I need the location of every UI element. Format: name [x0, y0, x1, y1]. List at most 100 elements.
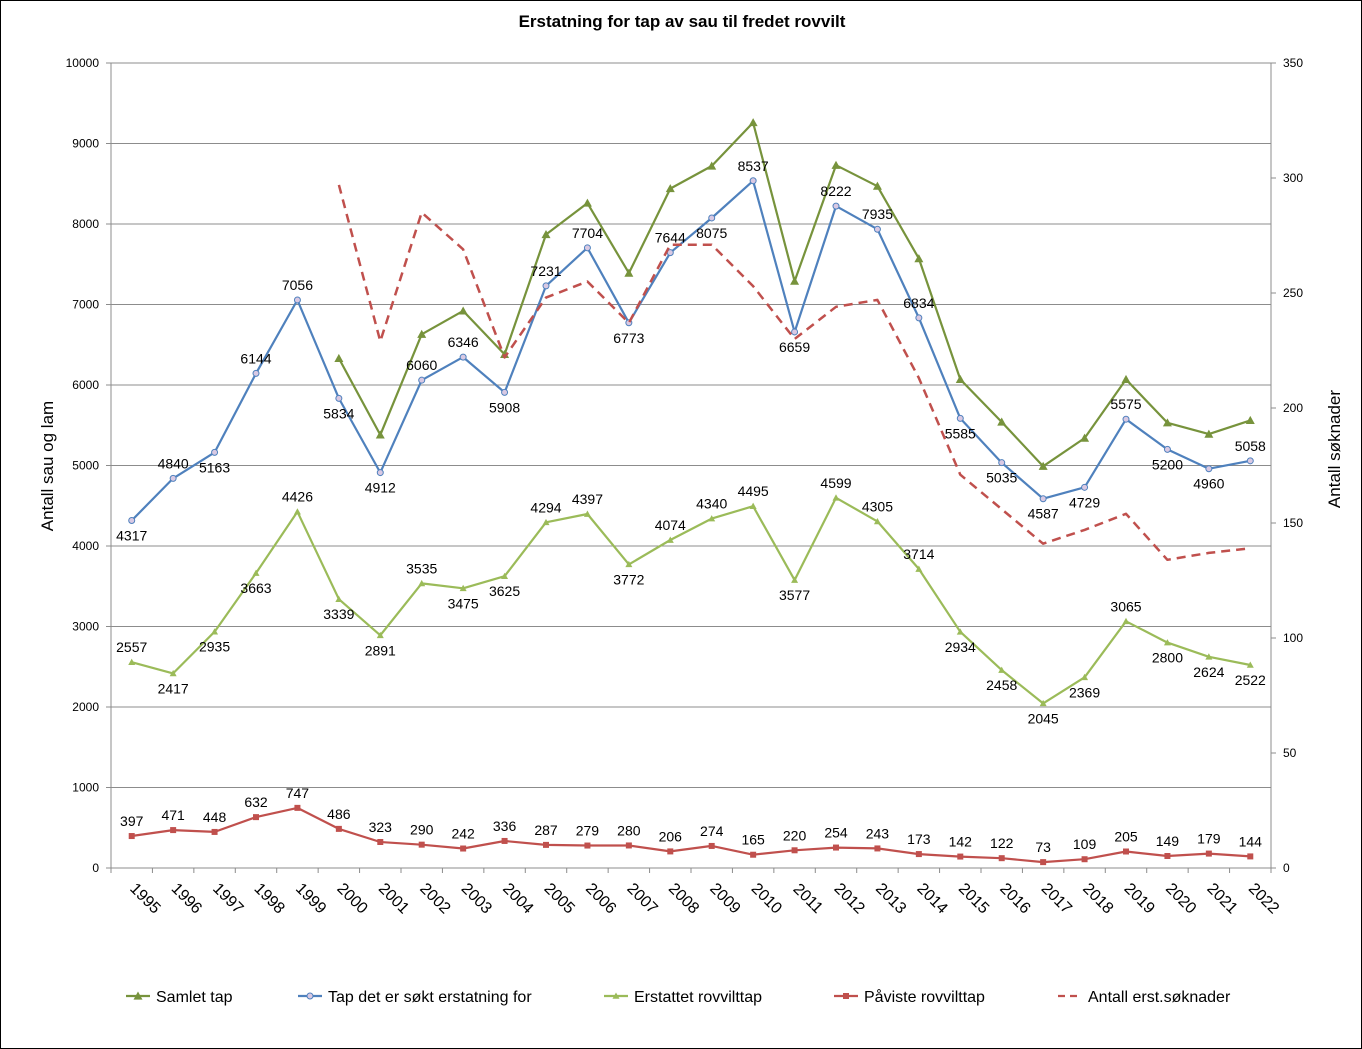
data-label: 3625: [489, 583, 520, 599]
data-label: 4840: [158, 455, 189, 471]
data-label: 632: [244, 794, 268, 810]
x-tick-label: 2005: [541, 880, 578, 917]
y2-tick-label: 350: [1283, 56, 1303, 70]
data-label: 6346: [448, 334, 479, 350]
y-axis-label: Antall sau og lam: [38, 401, 57, 531]
x-tick-label: 2008: [665, 880, 702, 917]
data-label: 397: [120, 813, 144, 829]
x-tick-label: 2016: [996, 880, 1033, 917]
data-label: 3339: [323, 606, 354, 622]
series-1: [128, 177, 1254, 524]
data-label: 8222: [820, 183, 851, 199]
point-marker: [417, 329, 427, 338]
x-tick-label: 2004: [499, 880, 536, 917]
y-tick-label: 7000: [72, 298, 99, 312]
series-line: [131, 806, 1251, 864]
point-marker: [460, 845, 467, 852]
data-label: 2369: [1069, 684, 1100, 700]
data-label: 3714: [903, 546, 934, 562]
data-label: 165: [741, 832, 765, 848]
data-label: 242: [451, 826, 475, 842]
x-tick-label: 1995: [126, 880, 163, 917]
point-marker: [625, 560, 633, 568]
data-label: 6144: [240, 350, 271, 366]
point-marker: [542, 518, 550, 526]
point-marker: [666, 536, 674, 543]
point-marker: [335, 825, 342, 832]
point-marker: [584, 842, 591, 849]
data-label: 2045: [1028, 710, 1059, 726]
data-label: 2522: [1235, 672, 1266, 688]
y2-tick-label: 200: [1283, 401, 1303, 415]
point-marker: [501, 837, 508, 844]
point-marker: [708, 214, 716, 222]
point-marker: [541, 229, 551, 239]
y2-tick-label: 100: [1283, 631, 1303, 645]
x-tick-label: 1997: [209, 880, 246, 917]
point-marker: [211, 828, 218, 835]
data-label: 4317: [116, 527, 147, 543]
point-marker: [459, 353, 467, 361]
point-marker: [306, 992, 314, 1000]
data-label: 205: [1114, 828, 1138, 844]
legend-item: Tap det er søkt erstatning for: [298, 989, 532, 1006]
point-marker: [1164, 853, 1171, 860]
x-tick-label: 2018: [1079, 880, 1116, 917]
point-marker: [791, 328, 799, 336]
series-line: [131, 496, 1251, 705]
point-marker: [458, 306, 468, 315]
point-marker: [377, 838, 384, 845]
point-marker: [418, 841, 425, 848]
x-tick-label: 2011: [790, 881, 826, 917]
data-label: 4960: [1193, 476, 1224, 492]
point-marker: [211, 448, 219, 456]
point-marker: [501, 388, 509, 396]
point-marker: [1081, 856, 1088, 863]
point-marker: [375, 430, 385, 439]
point-marker: [1204, 429, 1214, 438]
data-label: 747: [286, 785, 310, 801]
point-marker: [749, 177, 757, 185]
data-label: 6773: [613, 330, 644, 346]
series-layer: [128, 118, 1255, 866]
data-label: 3772: [613, 571, 644, 587]
data-label: 2417: [158, 680, 189, 696]
series-line: [130, 179, 1251, 522]
data-label: 3475: [448, 595, 479, 611]
x-tick-label: 2017: [1038, 880, 1075, 917]
chart-title: Erstatning for tap av sau til fredet rov…: [519, 12, 846, 31]
x-tick-label: 2007: [623, 880, 660, 917]
data-label: 7056: [282, 277, 313, 293]
data-label: 279: [576, 823, 600, 839]
point-marker: [335, 595, 343, 603]
data-label: 4495: [738, 483, 769, 499]
legend-label: Påviste rovvilttap: [864, 988, 985, 1006]
data-label: 5575: [1110, 396, 1141, 412]
point-marker: [873, 225, 881, 233]
point-marker: [1205, 465, 1213, 473]
point-marker: [252, 569, 260, 576]
data-label: 142: [949, 834, 973, 850]
data-label: 73: [1035, 839, 1051, 855]
data-label: 7704: [572, 225, 603, 241]
x-tick-label: 2021: [1203, 880, 1240, 917]
point-marker: [170, 827, 177, 834]
legend-item: Samlet tap: [126, 989, 233, 1006]
x-tick-label: 2009: [706, 880, 743, 917]
point-marker: [843, 993, 849, 999]
point-marker: [998, 666, 1006, 673]
data-label: 4729: [1069, 494, 1100, 510]
y2-tick-label: 150: [1283, 516, 1303, 530]
point-marker: [418, 579, 426, 587]
series-2: [128, 494, 1254, 707]
point-marker: [749, 502, 757, 509]
data-label: 144: [1239, 833, 1263, 849]
point-marker: [128, 658, 136, 665]
point-marker: [790, 276, 800, 285]
data-label: 4340: [696, 496, 727, 512]
point-marker: [1121, 374, 1131, 383]
data-label: 5585: [945, 425, 976, 441]
point-marker: [583, 244, 591, 252]
